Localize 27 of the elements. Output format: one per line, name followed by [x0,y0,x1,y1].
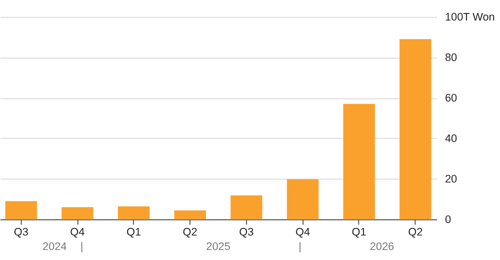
text: 2024 [42,241,67,254]
y-tick-label: 60 [444,92,458,104]
text: 2025 [206,241,230,254]
bar [5,201,37,220]
y-tick-label: 100T Won [444,11,495,24]
text: 2026 [370,241,394,254]
x-tick-label: Q3 [14,226,28,239]
y-tick-label: 80 [444,52,458,64]
y-tick-label: 0 [444,214,452,226]
bar [286,179,319,220]
x-tick-label: Q4 [295,226,310,239]
y-tick-label: 40 [444,132,458,145]
bar [118,206,150,220]
x-tick-label: Q2 [182,226,198,239]
bar [400,39,432,220]
x-tick-label: Q1 [352,226,366,239]
text: | [298,241,302,254]
x-tick-label: Q2 [408,226,423,239]
x-tick-label: Q4 [70,226,85,239]
bar [230,195,262,220]
bar [343,104,375,220]
x-tick-label: Q1 [126,226,142,239]
y-tick-label: 20 [444,173,458,186]
x-tick-label: Q3 [239,226,254,239]
bar [174,210,206,220]
bar [62,207,94,220]
text: | [80,241,84,254]
